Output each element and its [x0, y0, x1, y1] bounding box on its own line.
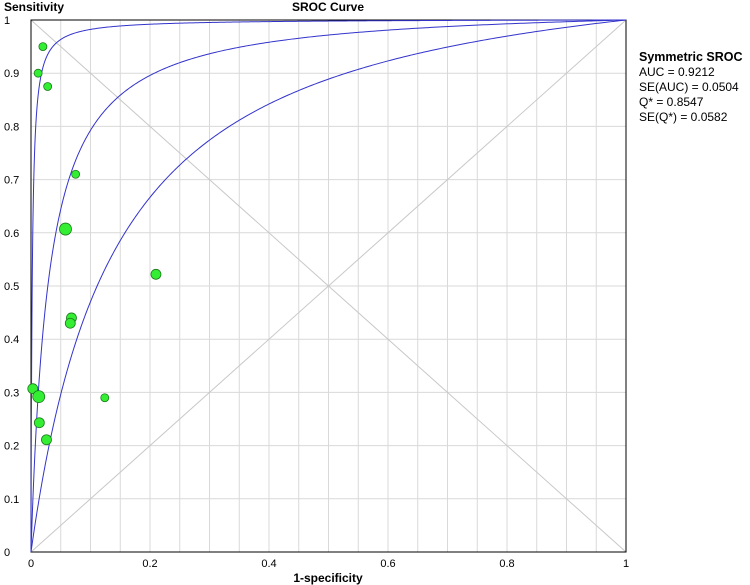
y-axis-label: Sensitivity	[4, 0, 64, 14]
stat-auc: AUC = 0.9212	[639, 65, 715, 79]
study-point	[33, 417, 45, 429]
y-tick-labels: 0 0.1 0.2 0.3 0.4 0.5 0.6 0.7 0.8 0.9 1	[4, 15, 19, 559]
study-point	[59, 222, 72, 236]
study-point	[33, 68, 43, 78]
sroc-statistics: Symmetric SROC AUC = 0.9212 SE(AUC) = 0.…	[639, 50, 743, 125]
sroc-curve	[30, 19, 627, 552]
y-tick-label: 0.6	[4, 228, 19, 240]
y-tick-label: 0.3	[4, 387, 19, 399]
data-points	[27, 42, 162, 446]
y-tick-label: 0.5	[4, 281, 19, 293]
study-point	[100, 393, 110, 403]
x-tick-labels: 0 0.2 0.4 0.6 0.8 1	[28, 558, 629, 570]
sroc-curves	[30, 19, 627, 553]
y-tick-label: 0.9	[4, 68, 19, 80]
x-axis-label: 1-specificity	[293, 571, 363, 585]
chart-title: SROC Curve	[292, 0, 364, 14]
study-point	[41, 434, 52, 446]
study-point	[64, 317, 76, 329]
x-tick-label: 0.2	[142, 558, 157, 570]
y-tick-label: 0.7	[4, 175, 19, 187]
sroc-curve	[30, 19, 627, 553]
y-tick-label: 0.8	[4, 121, 19, 133]
y-tick-label: 0	[4, 547, 10, 559]
plot-frame	[30, 19, 627, 553]
study-point	[38, 42, 48, 51]
stat-q-star: Q* = 0.8547	[639, 95, 704, 109]
x-tick-label: 1	[623, 558, 629, 570]
y-tick-label: 0.4	[4, 334, 19, 346]
stat-se-auc: SE(AUC) = 0.0504	[639, 80, 739, 94]
x-tick-label: 0.6	[380, 558, 395, 570]
x-tick-label: 0.4	[261, 558, 276, 570]
y-tick-label: 1	[4, 15, 10, 27]
grid	[31, 20, 626, 552]
study-point	[27, 383, 39, 395]
study-point	[32, 390, 46, 404]
stat-se-q-star: SE(Q*) = 0.0582	[639, 110, 728, 124]
sroc-curve	[30, 19, 627, 552]
study-point	[71, 169, 81, 179]
anti-diagonal-line	[30, 19, 627, 553]
y-tick-label: 0.1	[4, 494, 19, 506]
stats-heading: Symmetric SROC	[639, 50, 743, 64]
x-tick-label: 0.8	[499, 558, 514, 570]
y-tick-label: 0.2	[4, 441, 19, 453]
study-point	[43, 82, 53, 91]
reference-lines	[30, 19, 627, 553]
study-point	[150, 268, 162, 280]
x-tick-label: 0	[28, 558, 34, 570]
